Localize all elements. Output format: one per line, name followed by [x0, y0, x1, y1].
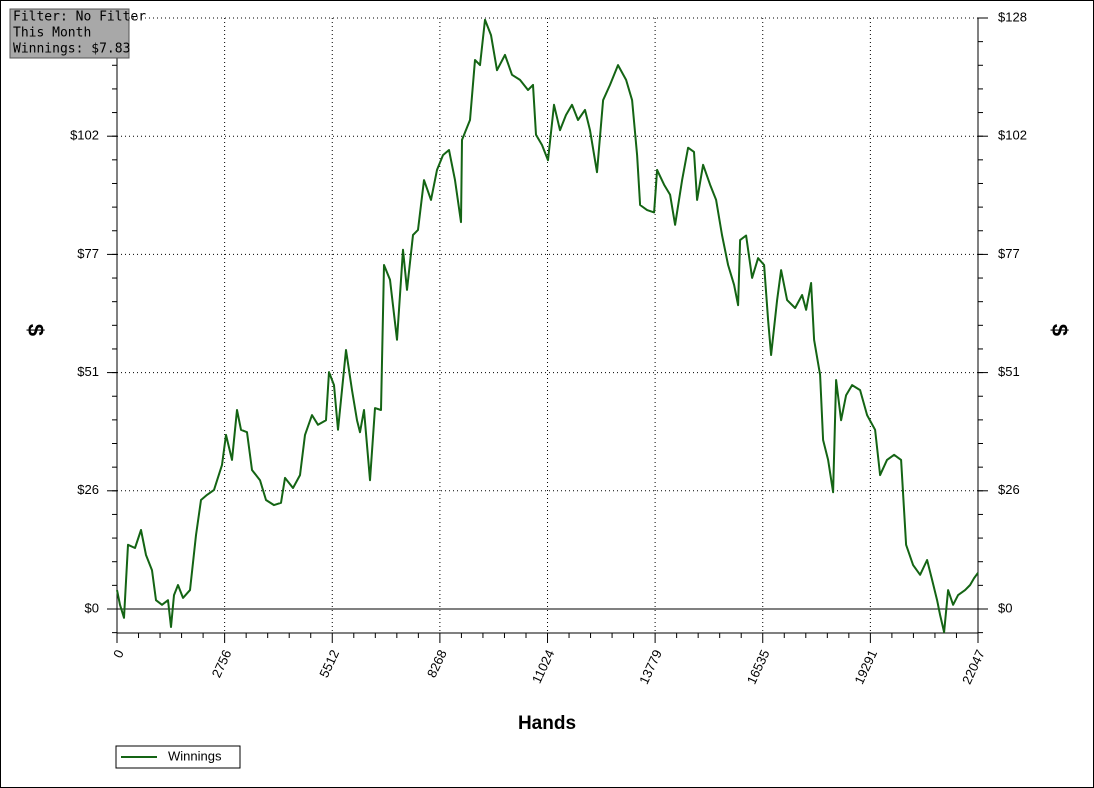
y-tick-label: $51 [77, 364, 99, 379]
info-line: Winnings: $7.83 [13, 42, 130, 57]
info-line: Filter: No Filter [13, 10, 146, 25]
y2-tick-label: $0 [998, 600, 1012, 615]
x-axis-label: Hands [518, 713, 576, 734]
legend-box [115, 745, 241, 769]
y-axis-label: $ [23, 324, 48, 336]
y2-tick-label: $51 [998, 364, 1020, 379]
y-tick-label: $102 [70, 128, 99, 143]
info-box: Filter: No Filter This Month Winnings: $… [9, 8, 146, 59]
y2-tick-label: $102 [998, 128, 1027, 143]
y-tick-label: $0 [85, 600, 99, 615]
legend-label: Winnings [168, 748, 222, 763]
y2-axis-label: $ [1047, 324, 1072, 336]
y2-tick-label: $77 [998, 246, 1020, 261]
line-series [116, 18, 979, 634]
info-line: This Month [13, 26, 91, 41]
info-box-bg [9, 8, 130, 59]
y2-tick-label: $26 [998, 482, 1020, 497]
y-tick-label: $26 [77, 482, 99, 497]
y2-tick-label: $128 [998, 9, 1027, 24]
y-tick-label: $77 [77, 246, 99, 261]
